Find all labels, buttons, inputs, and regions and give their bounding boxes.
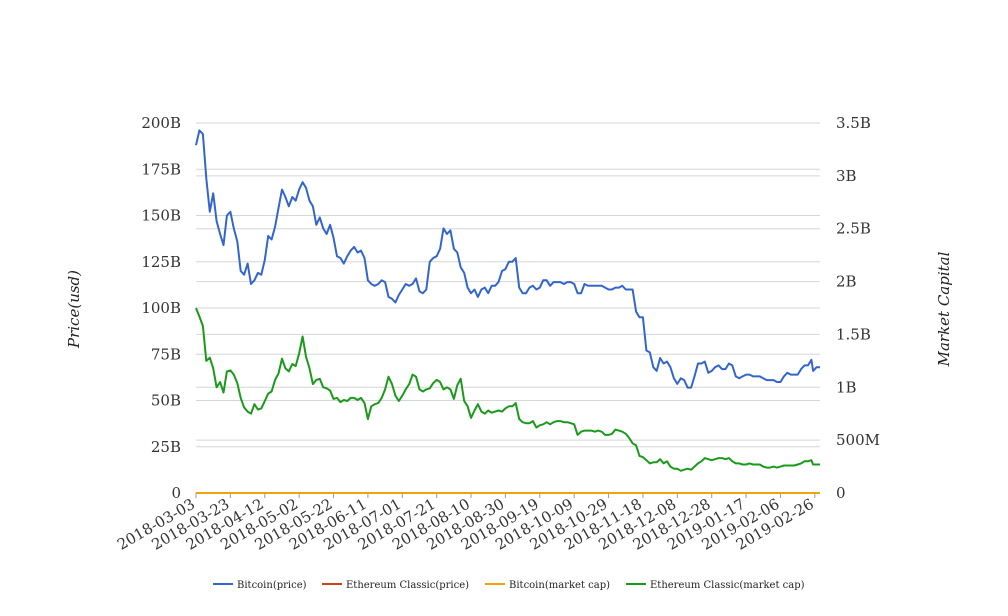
right-tick-label: 500M (836, 431, 880, 449)
left-tick-label: 125B (141, 253, 181, 271)
right-tick-label: 2B (836, 273, 857, 291)
legend-label-2: Bitcoin(market cap) (509, 580, 610, 591)
right-tick-label: 1.5B (836, 325, 871, 343)
right-tick-label: 2.5B (836, 220, 871, 238)
left-tick-label: 25B (151, 438, 181, 456)
x-axis-ticks: 2018-03-032018-03-232018-04-122018-05-02… (114, 493, 817, 554)
legend-label-0: Bitcoin(price) (237, 580, 307, 591)
left-tick-label: 200B (141, 114, 181, 132)
left-tick-label: 100B (141, 299, 181, 317)
series-lines (195, 129, 820, 494)
left-tick-label: 0 (171, 484, 181, 502)
legend: Bitcoin(price) Ethereum Classic(price) Bit… (213, 580, 805, 591)
left-tick-label: 175B (141, 160, 181, 178)
series-line-0 (195, 129, 820, 389)
left-tick-label: 50B (151, 392, 181, 410)
right-axis-ticks: 0 500M 1B 1.5B 2B 2.5B 3B 3.5B (836, 114, 880, 502)
right-tick-label: 0 (836, 484, 846, 502)
series-line-3 (195, 307, 820, 472)
grid-lines (196, 122, 820, 494)
right-tick-label: 1B (836, 378, 857, 396)
left-axis-title: Price(usd) (65, 270, 83, 349)
left-tick-label: 150B (141, 207, 181, 225)
left-axis-ticks: 0 25B 50B 75B 100B 125B 150B 175B 200B (141, 114, 181, 502)
legend-label-1: Ethereum Classic(price) (346, 580, 469, 591)
left-tick-label: 75B (151, 345, 181, 363)
right-axis-title: Market Capital (935, 251, 953, 367)
legend-label-3: Ethereum Classic(market cap) (650, 580, 805, 591)
right-tick-label: 3.5B (836, 114, 871, 132)
right-tick-label: 3B (836, 167, 857, 185)
